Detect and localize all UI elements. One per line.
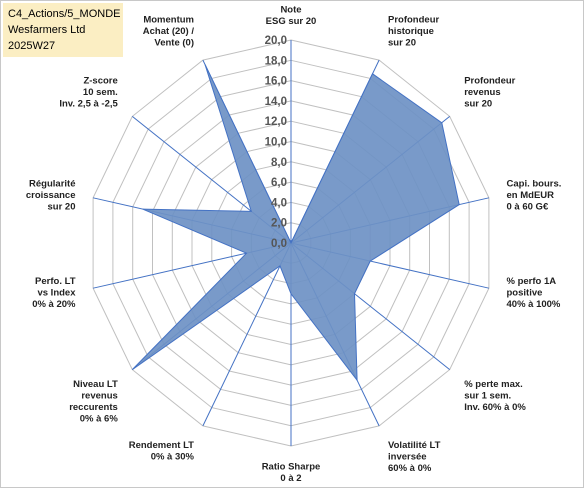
axis-label: % perfo 1A positive 40% à 100%	[507, 276, 561, 310]
axis-label-line: Niveau LT	[73, 379, 118, 390]
axis-label-line: Profondeur	[388, 15, 439, 26]
tick-label: 20,0	[265, 35, 287, 47]
axis-label-line: Achat (20) /	[143, 26, 195, 37]
axis-label: Volatilité LT inversée 60% à 0%	[388, 440, 441, 474]
axis-label-line: Z-score	[83, 76, 117, 87]
axis-label: Note ESG sur 20	[266, 5, 317, 28]
tick-label: 16,0	[265, 76, 287, 88]
axis-label-line: Perfo. LT	[35, 276, 76, 287]
data-series-area	[131, 64, 460, 382]
tick-label: 12,0	[265, 116, 287, 128]
axis-label-line: 60% à 0%	[388, 463, 432, 474]
axis-label-line: Profondeur	[464, 76, 515, 87]
axis-label: Z-score 10 sem. Inv. 2,5 à -2,5	[59, 76, 118, 110]
axis-label-line: Inv. 60% à 0%	[464, 402, 526, 413]
axis-label-line: 0% à 6%	[80, 414, 119, 425]
axis-label-line: positive	[507, 288, 543, 299]
axis-label-line: en MdEUR	[507, 190, 555, 201]
axis-label-line: revenus	[81, 391, 117, 402]
axis-label-line: 10 sem.	[83, 87, 118, 98]
axis-label-line: Régularité	[29, 179, 75, 190]
axis-label-line: revenus	[464, 87, 500, 98]
tick-label: 8,0	[271, 157, 287, 169]
tick-label: 10,0	[265, 137, 287, 149]
axis-label-line: Ratio Sharpe	[262, 462, 321, 473]
axis-label-line: sur 1 sem.	[464, 391, 511, 402]
axis-label: Rendement LT 0% à 30%	[129, 440, 195, 463]
title-line-company: Wesfarmers Ltd	[8, 24, 86, 36]
tick-label: 6,0	[271, 177, 287, 189]
axis-label: Capi. bours. en MdEUR 0 à 60 G€	[507, 179, 562, 213]
axis-label-line: ESG sur 20	[266, 16, 317, 27]
axis-label-line: sur 20	[464, 99, 492, 110]
axis-label: Régularité croissance sur 20	[26, 179, 76, 213]
axis-label-line: reccurents	[69, 402, 118, 413]
title-line-portfolio: C4_Actions/5_MONDE	[8, 8, 121, 20]
axis-label-line: 0% à 30%	[151, 451, 195, 462]
axis-label: Niveau LT revenus reccurents 0% à 6%	[69, 379, 118, 425]
tick-label: 0,0	[271, 238, 287, 250]
axis-label-line: Capi. bours.	[507, 179, 562, 190]
axis-label-line: % perte max.	[464, 379, 523, 390]
axis-label-line: sur 20	[48, 202, 76, 213]
axis-spoke	[202, 242, 292, 427]
axis-label-line: Rendement LT	[129, 440, 194, 451]
title-line-week: 2025W27	[8, 40, 56, 52]
tick-label: 4,0	[271, 197, 287, 209]
axis-label: Perfo. LT vs Index 0% à 20%	[32, 276, 76, 310]
tick-label: 14,0	[265, 96, 287, 108]
axis-label-line: % perfo 1A	[507, 276, 557, 287]
axis-label-line: Volatilité LT	[388, 440, 441, 451]
tick-label: 2,0	[271, 218, 287, 230]
axis-label-line: historique	[388, 26, 434, 37]
axis-label-line: 0 à 2	[280, 473, 301, 484]
title-box: C4_Actions/5_MONDE Wesfarmers Ltd 2025W2…	[3, 3, 123, 57]
axis-label-line: Momentum	[143, 15, 194, 26]
axis-label-line: vs Index	[37, 288, 76, 299]
axis-label: Ratio Sharpe 0 à 2	[262, 462, 321, 485]
axis-label-line: sur 20	[388, 38, 416, 49]
axis-label: Momentum Achat (20) / Vente (0)	[143, 15, 195, 49]
axis-label-line: Vente (0)	[154, 38, 194, 49]
axis-label: Profondeur revenus sur 20	[464, 76, 515, 110]
axis-label-line: croissance	[26, 190, 76, 201]
axis-label-line: 0 à 60 G€	[507, 202, 549, 213]
axis-label-line: 0% à 20%	[32, 299, 76, 310]
axis-label-line: Note	[280, 5, 301, 16]
tick-label: 18,0	[265, 55, 287, 67]
axis-label: Profondeur historique sur 20	[388, 15, 439, 49]
axis-label-line: Inv. 2,5 à -2,5	[59, 99, 118, 110]
axis-label-line: inversée	[388, 451, 427, 462]
axis-label: % perte max. sur 1 sem. Inv. 60% à 0%	[464, 379, 526, 413]
axis-label-line: 40% à 100%	[507, 299, 561, 310]
